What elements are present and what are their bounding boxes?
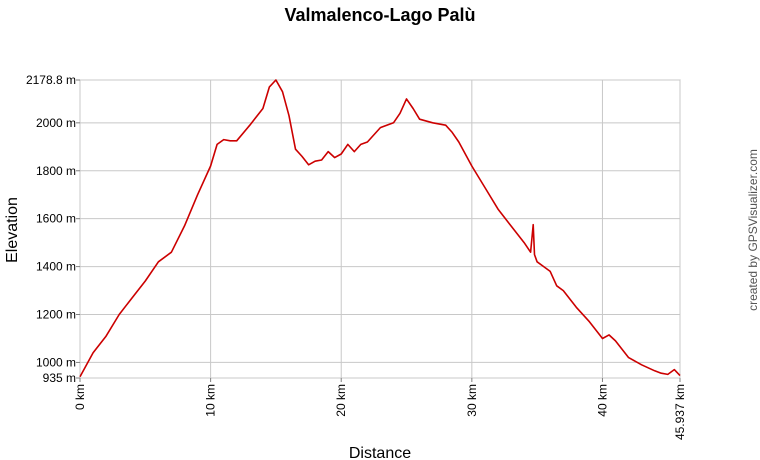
x-axis-label: Distance xyxy=(349,445,411,460)
grid xyxy=(79,79,681,379)
y-axis-label: Elevation xyxy=(4,197,21,263)
y-tick-label: 2000 m xyxy=(36,116,76,130)
x-tick-label: 45.937 km xyxy=(673,384,687,440)
x-tick-label: 40 km xyxy=(595,384,609,417)
y-tick-label: 935 m xyxy=(43,371,76,385)
y-tick-label: 1600 m xyxy=(36,212,76,226)
x-tick-label: 30 km xyxy=(465,384,479,417)
x-tick-label: 10 km xyxy=(204,384,218,417)
x-tick-label: 20 km xyxy=(334,384,348,417)
chart-title: Valmalenco-Lago Palù xyxy=(284,5,475,25)
y-tick-label: 1000 m xyxy=(36,355,76,369)
x-tick-label: 0 km xyxy=(73,384,87,410)
credit-text: created by GPSVisualizer.com xyxy=(746,149,760,311)
y-tick-label: 1800 m xyxy=(36,164,76,178)
series-group xyxy=(79,79,681,378)
y-tick-label: 1400 m xyxy=(36,260,76,274)
y-tick-label: 1200 m xyxy=(36,308,76,322)
x-axis-ticks: 0 km 10 km 20 km 30 km 40 km 45.937 km xyxy=(73,378,687,440)
y-axis-ticks: 935 m 1000 m 1200 m 1400 m 1600 m 1800 m 2000 … xyxy=(26,73,80,385)
y-tick-label: 2178.8 m xyxy=(26,73,76,87)
plot-frame xyxy=(79,79,681,379)
elevation-line xyxy=(79,79,681,378)
